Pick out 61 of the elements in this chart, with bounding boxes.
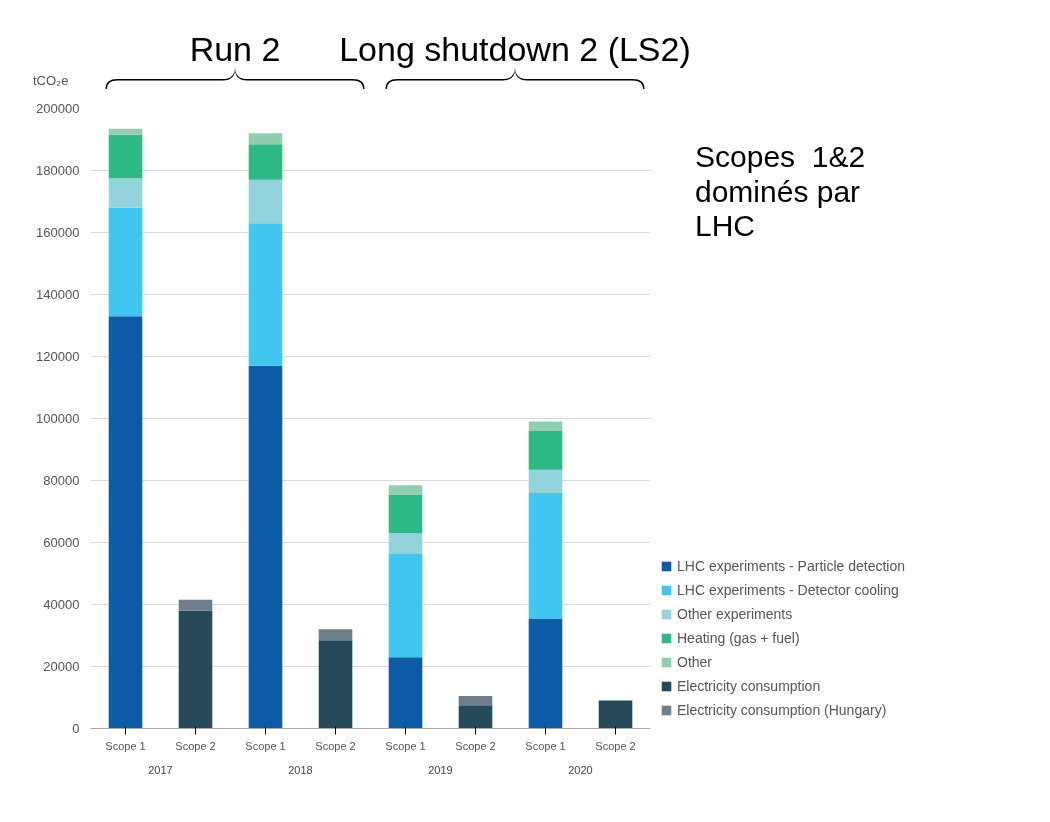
bar bbox=[388, 657, 423, 729]
bar bbox=[248, 365, 283, 729]
bar bbox=[388, 553, 423, 658]
bar bbox=[178, 610, 213, 729]
text: 2017 bbox=[148, 763, 173, 776]
bar bbox=[248, 133, 283, 145]
x-tick-label: Scope 1 bbox=[525, 739, 566, 752]
bar bbox=[248, 223, 283, 366]
bar bbox=[108, 316, 143, 729]
y-tick-label: 100000 bbox=[36, 411, 80, 426]
bar bbox=[318, 640, 353, 729]
bar bbox=[248, 144, 283, 180]
bar bbox=[388, 533, 423, 554]
x-tick-label: Scope 2 bbox=[595, 739, 636, 752]
y-tick-label: 180000 bbox=[36, 163, 80, 178]
text: Long shutdown 2 (LS2) bbox=[339, 30, 691, 68]
legend-label: Other bbox=[677, 654, 713, 670]
legend-label: LHC experiments - Particle detection bbox=[677, 558, 905, 574]
bar bbox=[108, 207, 143, 317]
bar bbox=[458, 705, 493, 729]
bar bbox=[318, 629, 353, 641]
x-tick-label: Scope 2 bbox=[315, 739, 356, 752]
y-axis-title: tCO₂e bbox=[33, 73, 69, 88]
bar bbox=[528, 469, 563, 493]
y-tick-label: 140000 bbox=[36, 287, 80, 302]
legend-label: Electricity consumption bbox=[677, 678, 821, 694]
y-tick-label: 20000 bbox=[43, 659, 80, 674]
x-tick-label: Scope 2 bbox=[455, 739, 496, 752]
bar bbox=[248, 179, 283, 224]
text: 2018 bbox=[288, 763, 313, 776]
bar bbox=[108, 134, 143, 179]
x-tick-label: Scope 1 bbox=[385, 739, 426, 752]
y-tick-label: 40000 bbox=[43, 597, 80, 612]
bar bbox=[178, 599, 213, 611]
y-tick-label: 200000 bbox=[36, 101, 80, 116]
legend-label: Electricity consumption (Hungary) bbox=[677, 702, 887, 718]
bar bbox=[108, 128, 143, 135]
bar bbox=[458, 695, 493, 706]
bar bbox=[528, 421, 563, 431]
legend-label: LHC experiments - Detector cooling bbox=[677, 582, 899, 598]
text: 2020 bbox=[568, 763, 593, 776]
legend-label: Other experiments bbox=[677, 606, 793, 622]
x-tick-label: Scope 1 bbox=[105, 739, 146, 752]
x-tick-label: Scope 2 bbox=[175, 739, 216, 752]
y-tick-label: 60000 bbox=[43, 535, 80, 550]
bar bbox=[528, 430, 563, 470]
text: Scopes 1&2 dominés par LHC bbox=[695, 140, 866, 244]
y-tick-label: 160000 bbox=[36, 225, 80, 240]
bar bbox=[528, 492, 563, 619]
text: 2019 bbox=[428, 763, 453, 776]
x-tick-label: Scope 1 bbox=[245, 739, 286, 752]
bar bbox=[528, 618, 563, 729]
y-tick-label: 120000 bbox=[36, 349, 80, 364]
y-tick-label: 80000 bbox=[43, 473, 80, 488]
legend-label: Heating (gas + fuel) bbox=[677, 630, 800, 646]
bar bbox=[598, 700, 633, 729]
bar bbox=[388, 485, 423, 495]
bar bbox=[388, 494, 423, 534]
y-tick-label: 0 bbox=[72, 721, 80, 736]
bar bbox=[108, 178, 143, 208]
text: Run 2 bbox=[189, 30, 281, 68]
